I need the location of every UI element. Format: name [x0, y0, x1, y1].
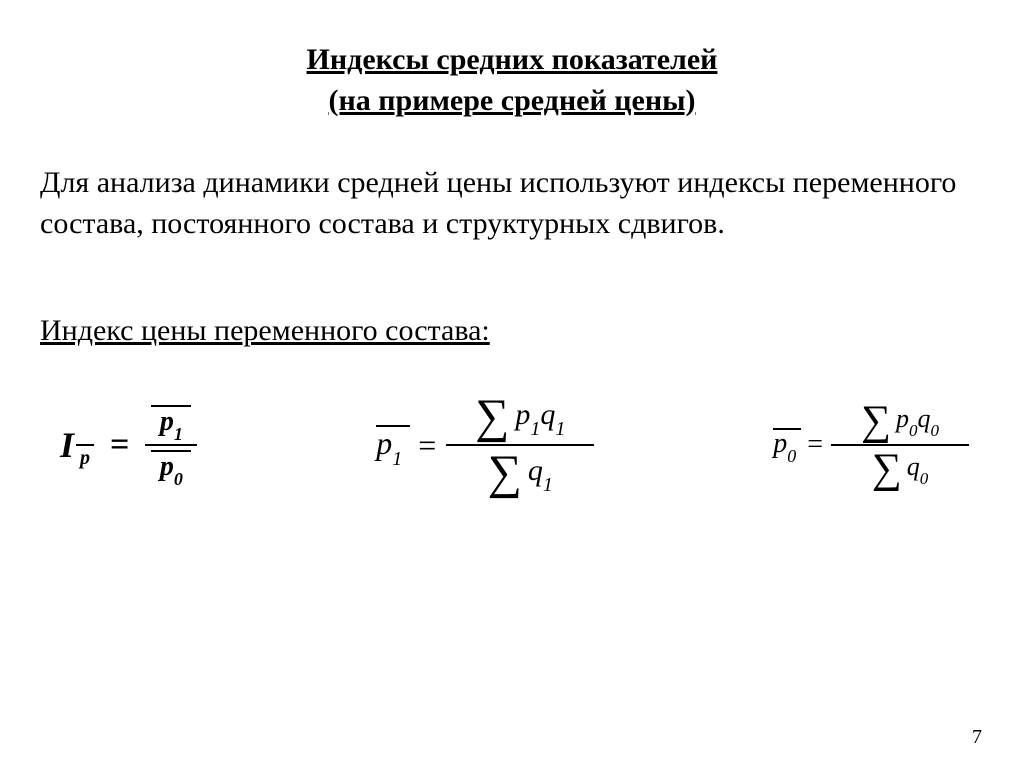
var: p0: [773, 430, 796, 462]
var: p0: [160, 453, 183, 485]
denominator-p0-bar: p0: [151, 450, 191, 485]
denominator: ∑ q1: [488, 449, 553, 497]
overline: [76, 444, 94, 446]
equals-sign: =: [807, 429, 823, 461]
symbol-I-subscript-pbar: p: [76, 444, 94, 470]
slide: Индексы средних показателей (на примере …: [0, 0, 1024, 767]
formula-mean-p1: p1 = ∑ p1q1 ∑ q1: [376, 393, 594, 497]
numerator-p1-bar: p1: [151, 405, 191, 440]
fraction: p1 p0: [145, 405, 197, 485]
subheading: Индекс цены переменного состава:: [40, 314, 984, 348]
equals-sign: =: [418, 427, 436, 464]
term-q0: q0: [907, 454, 929, 484]
equals-sign: =: [110, 426, 129, 464]
term-p1q1: p1q1: [515, 400, 565, 435]
slide-title: Индексы средних показателей (на примере …: [40, 40, 984, 121]
page-number: 7: [972, 726, 982, 749]
title-line-2: (на примере средней цены): [328, 84, 695, 117]
sigma-icon: ∑: [488, 449, 522, 497]
var: p1: [160, 408, 183, 440]
fraction: ∑ p0q0 ∑ q0: [831, 400, 969, 490]
sigma-icon: ∑: [475, 393, 509, 441]
fraction-bar: [145, 444, 197, 447]
sub-p: p: [80, 447, 90, 470]
denominator: ∑ q0: [872, 448, 928, 490]
formula-index-variable-composition: I p = p1 p0: [60, 405, 197, 485]
formula-row: I p = p1 p0 p1: [40, 393, 984, 497]
symbol-I: I: [60, 424, 74, 466]
title-line-1: Индексы средних показателей: [307, 43, 718, 76]
term-p0q0: p0q0: [896, 406, 939, 436]
sigma-icon: ∑: [872, 448, 902, 490]
sigma-icon: ∑: [861, 400, 891, 442]
var: p1: [376, 427, 402, 465]
formula-mean-p0: p0 = ∑ p0q0 ∑ q0: [773, 400, 969, 490]
fraction: ∑ p1q1 ∑ q1: [446, 393, 594, 497]
lhs-p1-bar: p1: [376, 425, 410, 465]
term-q1: q1: [528, 456, 553, 491]
numerator: ∑ p0q0: [861, 400, 939, 442]
numerator: ∑ p1q1: [475, 393, 565, 441]
intro-paragraph: Для анализа динамики средней цены исполь…: [40, 163, 984, 244]
lhs-p0-bar: p0: [773, 428, 801, 462]
